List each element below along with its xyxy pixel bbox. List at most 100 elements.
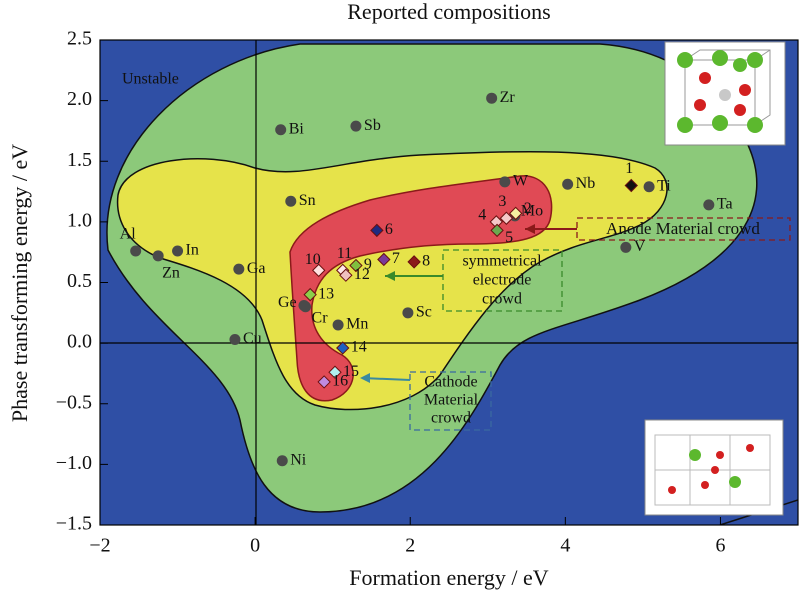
symmetrical-label: crowd — [482, 291, 522, 308]
atom — [689, 449, 701, 461]
point-label: 3 — [498, 193, 506, 210]
point-label: Ge — [278, 294, 297, 311]
inset-bottom — [644, 419, 784, 516]
composition-marker — [339, 268, 353, 282]
point-label: Bi — [289, 120, 305, 137]
element-marker — [620, 241, 632, 253]
point-label: W — [513, 173, 529, 190]
point-label: 2 — [524, 200, 532, 217]
anode-arrowhead — [525, 224, 535, 234]
point-label: Ga — [247, 260, 266, 277]
atom — [729, 476, 741, 488]
point-label: 10 — [305, 251, 321, 268]
unstable-label: Unstable — [122, 71, 179, 88]
y-tick-label: 2.0 — [67, 88, 92, 110]
atom — [747, 52, 763, 68]
red-region — [289, 175, 553, 402]
element-marker — [499, 176, 511, 188]
point-label: Ta — [717, 196, 733, 213]
composition-marker — [370, 223, 384, 238]
x-tick-label: 6 — [715, 535, 725, 557]
element-marker — [275, 124, 287, 136]
point-label: Mo — [521, 202, 543, 219]
x-tick-label: 0 — [250, 535, 260, 557]
element-marker — [285, 195, 297, 207]
composition-marker — [328, 365, 342, 379]
composition-marker — [317, 375, 331, 389]
anode-box — [576, 217, 791, 241]
atom — [701, 481, 709, 489]
point-label: Cu — [243, 330, 262, 347]
point-label: 6 — [385, 221, 393, 238]
y-tick-label: 2.5 — [67, 28, 92, 50]
point-label: 7 — [392, 250, 400, 267]
element-marker — [332, 319, 344, 331]
cathode-arrowhead — [360, 373, 370, 383]
element-marker — [276, 455, 288, 467]
cathode-label: Cathode — [424, 374, 477, 391]
point-label: Sb — [364, 117, 381, 134]
point-label: Zr — [500, 89, 516, 106]
element-marker — [229, 333, 241, 345]
chart-title: Reported compositions — [347, 0, 550, 24]
point-label: Ni — [290, 451, 307, 468]
atom — [711, 466, 719, 474]
inset-top — [664, 41, 786, 146]
element-marker — [562, 178, 574, 190]
atom — [668, 486, 676, 494]
atom — [694, 99, 706, 111]
atom — [677, 117, 693, 133]
point-label: 13 — [318, 285, 334, 302]
point-label: 16 — [332, 373, 348, 390]
atom — [716, 451, 724, 459]
y-tick-label: −1.0 — [56, 452, 92, 474]
atom — [677, 52, 693, 68]
composition-marker — [490, 223, 504, 238]
point-label: V — [634, 238, 646, 255]
composition-marker — [336, 341, 350, 355]
symmetrical-label: electrode — [473, 272, 532, 289]
point-label: 4 — [478, 207, 486, 224]
composition-marker — [311, 263, 326, 278]
point-label: 11 — [337, 245, 352, 262]
point-label: 8 — [422, 253, 430, 270]
point-label: 15 — [343, 363, 359, 380]
element-marker — [130, 245, 142, 257]
atom — [747, 117, 763, 133]
x-tick-label: 4 — [560, 535, 570, 557]
element-marker — [172, 245, 184, 257]
point-label: 5 — [505, 229, 513, 246]
point-label: Al — [120, 226, 137, 243]
y-tick-label: 1.0 — [67, 209, 92, 231]
atom — [712, 50, 728, 66]
element-marker — [233, 263, 245, 275]
point-label: Nb — [576, 175, 596, 192]
cathode-label: crowd — [431, 410, 471, 427]
y-tick-label: 1.5 — [67, 149, 92, 171]
composition-marker — [508, 206, 523, 221]
symmetrical-label: symmetrical — [462, 253, 542, 270]
y-tick-label: −0.5 — [56, 391, 92, 413]
point-label: Mn — [346, 316, 368, 333]
y-tick-label: −1.5 — [56, 513, 92, 535]
composition-marker — [499, 211, 514, 225]
element-marker — [643, 181, 655, 193]
point-label: 12 — [354, 266, 370, 283]
element-marker — [402, 307, 414, 319]
point-label: Sc — [416, 303, 432, 320]
anode-label: Anode Material crowd — [606, 219, 760, 238]
point-label: Ti — [657, 177, 671, 194]
composition-marker — [377, 252, 391, 267]
cathode-label: Material — [424, 392, 479, 409]
element-marker — [300, 301, 312, 313]
cathode-box — [409, 371, 492, 431]
y-tick-label: 0.0 — [67, 331, 92, 353]
point-label: In — [186, 242, 199, 259]
x-tick-label: −2 — [89, 535, 110, 557]
atom — [719, 89, 731, 101]
y-axis-label: Phase transforming energy / eV — [7, 144, 32, 422]
atom — [734, 104, 746, 116]
point-label: 9 — [364, 256, 372, 273]
